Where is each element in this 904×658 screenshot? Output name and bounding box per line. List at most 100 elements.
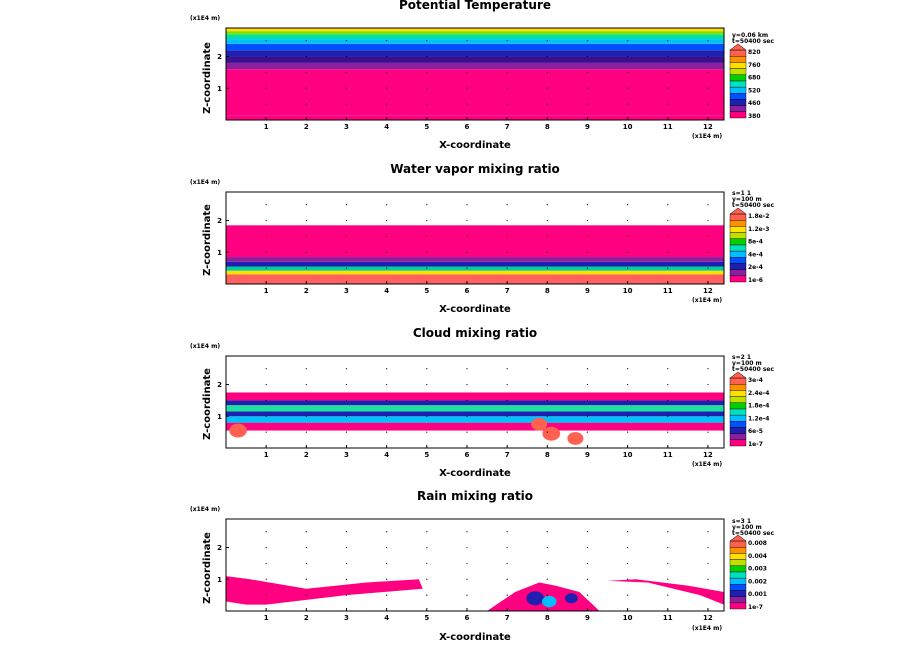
grid-dot xyxy=(667,220,668,221)
grid-dot xyxy=(627,368,628,369)
x-tick-label: 10 xyxy=(623,287,633,295)
grid-dot xyxy=(507,384,508,385)
colorbar-label: 6e-5 xyxy=(748,428,763,435)
z-unit-label: (x1E4 m) xyxy=(190,343,220,350)
grid-dot xyxy=(466,88,467,89)
info-line: t=50400 sec xyxy=(732,38,774,45)
contour-band xyxy=(226,267,724,271)
colorbar-segment xyxy=(730,112,746,118)
colorbar-label: 1.2e-4 xyxy=(748,415,769,422)
grid-dot xyxy=(346,400,347,401)
grid-dot xyxy=(587,595,588,596)
grid-dot xyxy=(386,400,387,401)
contour-blob xyxy=(565,593,578,603)
grid-dot xyxy=(507,432,508,433)
contour-region xyxy=(226,576,423,605)
x-tick-label: 2 xyxy=(304,287,309,295)
grid-dot xyxy=(466,204,467,205)
grid-dot xyxy=(667,531,668,532)
x-tick-label: 8 xyxy=(545,451,550,459)
colorbar-label: 520 xyxy=(748,87,761,94)
grid-dot xyxy=(386,104,387,105)
grid-dot xyxy=(627,204,628,205)
grid-dot xyxy=(306,236,307,237)
colorbar-segment xyxy=(730,421,746,427)
grid-dot xyxy=(306,220,307,221)
colorbar-label: 680 xyxy=(748,75,761,82)
x-tick-label: 4 xyxy=(384,451,389,459)
grid-dot xyxy=(707,531,708,532)
grid-dot xyxy=(346,56,347,57)
grid-dot xyxy=(707,563,708,564)
grid-dot xyxy=(547,268,548,269)
grid-dot xyxy=(627,579,628,580)
colorbar-segment xyxy=(730,378,746,384)
colorbar-segment xyxy=(730,409,746,415)
x-tick-label: 6 xyxy=(465,123,470,131)
info-text: y=0.06 km t=50400 sec xyxy=(732,32,774,45)
contour-blob xyxy=(567,432,583,445)
grid-dot xyxy=(346,563,347,564)
grid-dot xyxy=(587,368,588,369)
grid-dot xyxy=(306,595,307,596)
grid-dot xyxy=(587,416,588,417)
grid-dot xyxy=(386,88,387,89)
grid-dot xyxy=(507,40,508,41)
x-tick-label: 6 xyxy=(465,287,470,295)
y-tick-label: 1 xyxy=(217,85,222,93)
z-unit-label: (x1E4 m) xyxy=(190,506,220,513)
x-axis-label: X-coordinate xyxy=(439,468,511,479)
grid-dot xyxy=(547,88,548,89)
grid-dot xyxy=(627,268,628,269)
grid-dot xyxy=(667,400,668,401)
grid-dot xyxy=(346,268,347,269)
colorbar-segment xyxy=(730,233,746,239)
grid-dot xyxy=(507,88,508,89)
grid-dot xyxy=(386,268,387,269)
grid-dot xyxy=(346,595,347,596)
grid-dot xyxy=(426,400,427,401)
grid-dot xyxy=(426,204,427,205)
y-tick-label: 1 xyxy=(217,413,222,421)
grid-dot xyxy=(306,432,307,433)
contour-band xyxy=(226,69,724,115)
grid-dot xyxy=(266,204,267,205)
x-tick-label: 2 xyxy=(304,614,309,622)
plot-content xyxy=(226,531,724,611)
colorbar-label: 820 xyxy=(748,49,761,56)
grid-dot xyxy=(507,595,508,596)
colorbar-segment xyxy=(730,239,746,245)
grid-dot xyxy=(707,368,708,369)
grid-dot xyxy=(306,547,307,548)
grid-dot xyxy=(346,368,347,369)
colorbar-segment xyxy=(730,440,746,446)
grid-dot xyxy=(386,368,387,369)
panel-water-vapor: Water vapor mixing ratio (x1E4 m) Z-coor… xyxy=(190,162,774,315)
grid-dot xyxy=(547,547,548,548)
colorbar-segment xyxy=(730,56,746,62)
grid-dot xyxy=(426,432,427,433)
y-axis-label: Z-coordinate xyxy=(202,42,213,114)
grid-dot xyxy=(386,416,387,417)
grid-dot xyxy=(346,416,347,417)
x-tick-label: 12 xyxy=(703,451,713,459)
grid-dot xyxy=(386,531,387,532)
grid-dot xyxy=(667,88,668,89)
grid-dot xyxy=(266,416,267,417)
grid-dot xyxy=(266,547,267,548)
grid-dot xyxy=(466,595,467,596)
x-tick-label: 8 xyxy=(545,123,550,131)
grid-dot xyxy=(386,56,387,57)
grid-dot xyxy=(707,579,708,580)
figure-canvas: Potential Temperature (x1E4 m) Z-coordin… xyxy=(0,0,904,654)
grid-dot xyxy=(507,531,508,532)
x-axis-label: X-coordinate xyxy=(439,632,511,643)
plot-area: 1 2 3 4 5 6 7 8 9 10 11 1212 xyxy=(217,26,724,131)
colorbar-segment xyxy=(730,214,746,220)
grid-dot xyxy=(306,384,307,385)
contour-blob xyxy=(229,424,247,438)
colorbar-label: 760 xyxy=(748,62,761,69)
contour-band xyxy=(226,63,724,69)
contour-band xyxy=(226,412,724,417)
colorbar-segment xyxy=(730,226,746,232)
